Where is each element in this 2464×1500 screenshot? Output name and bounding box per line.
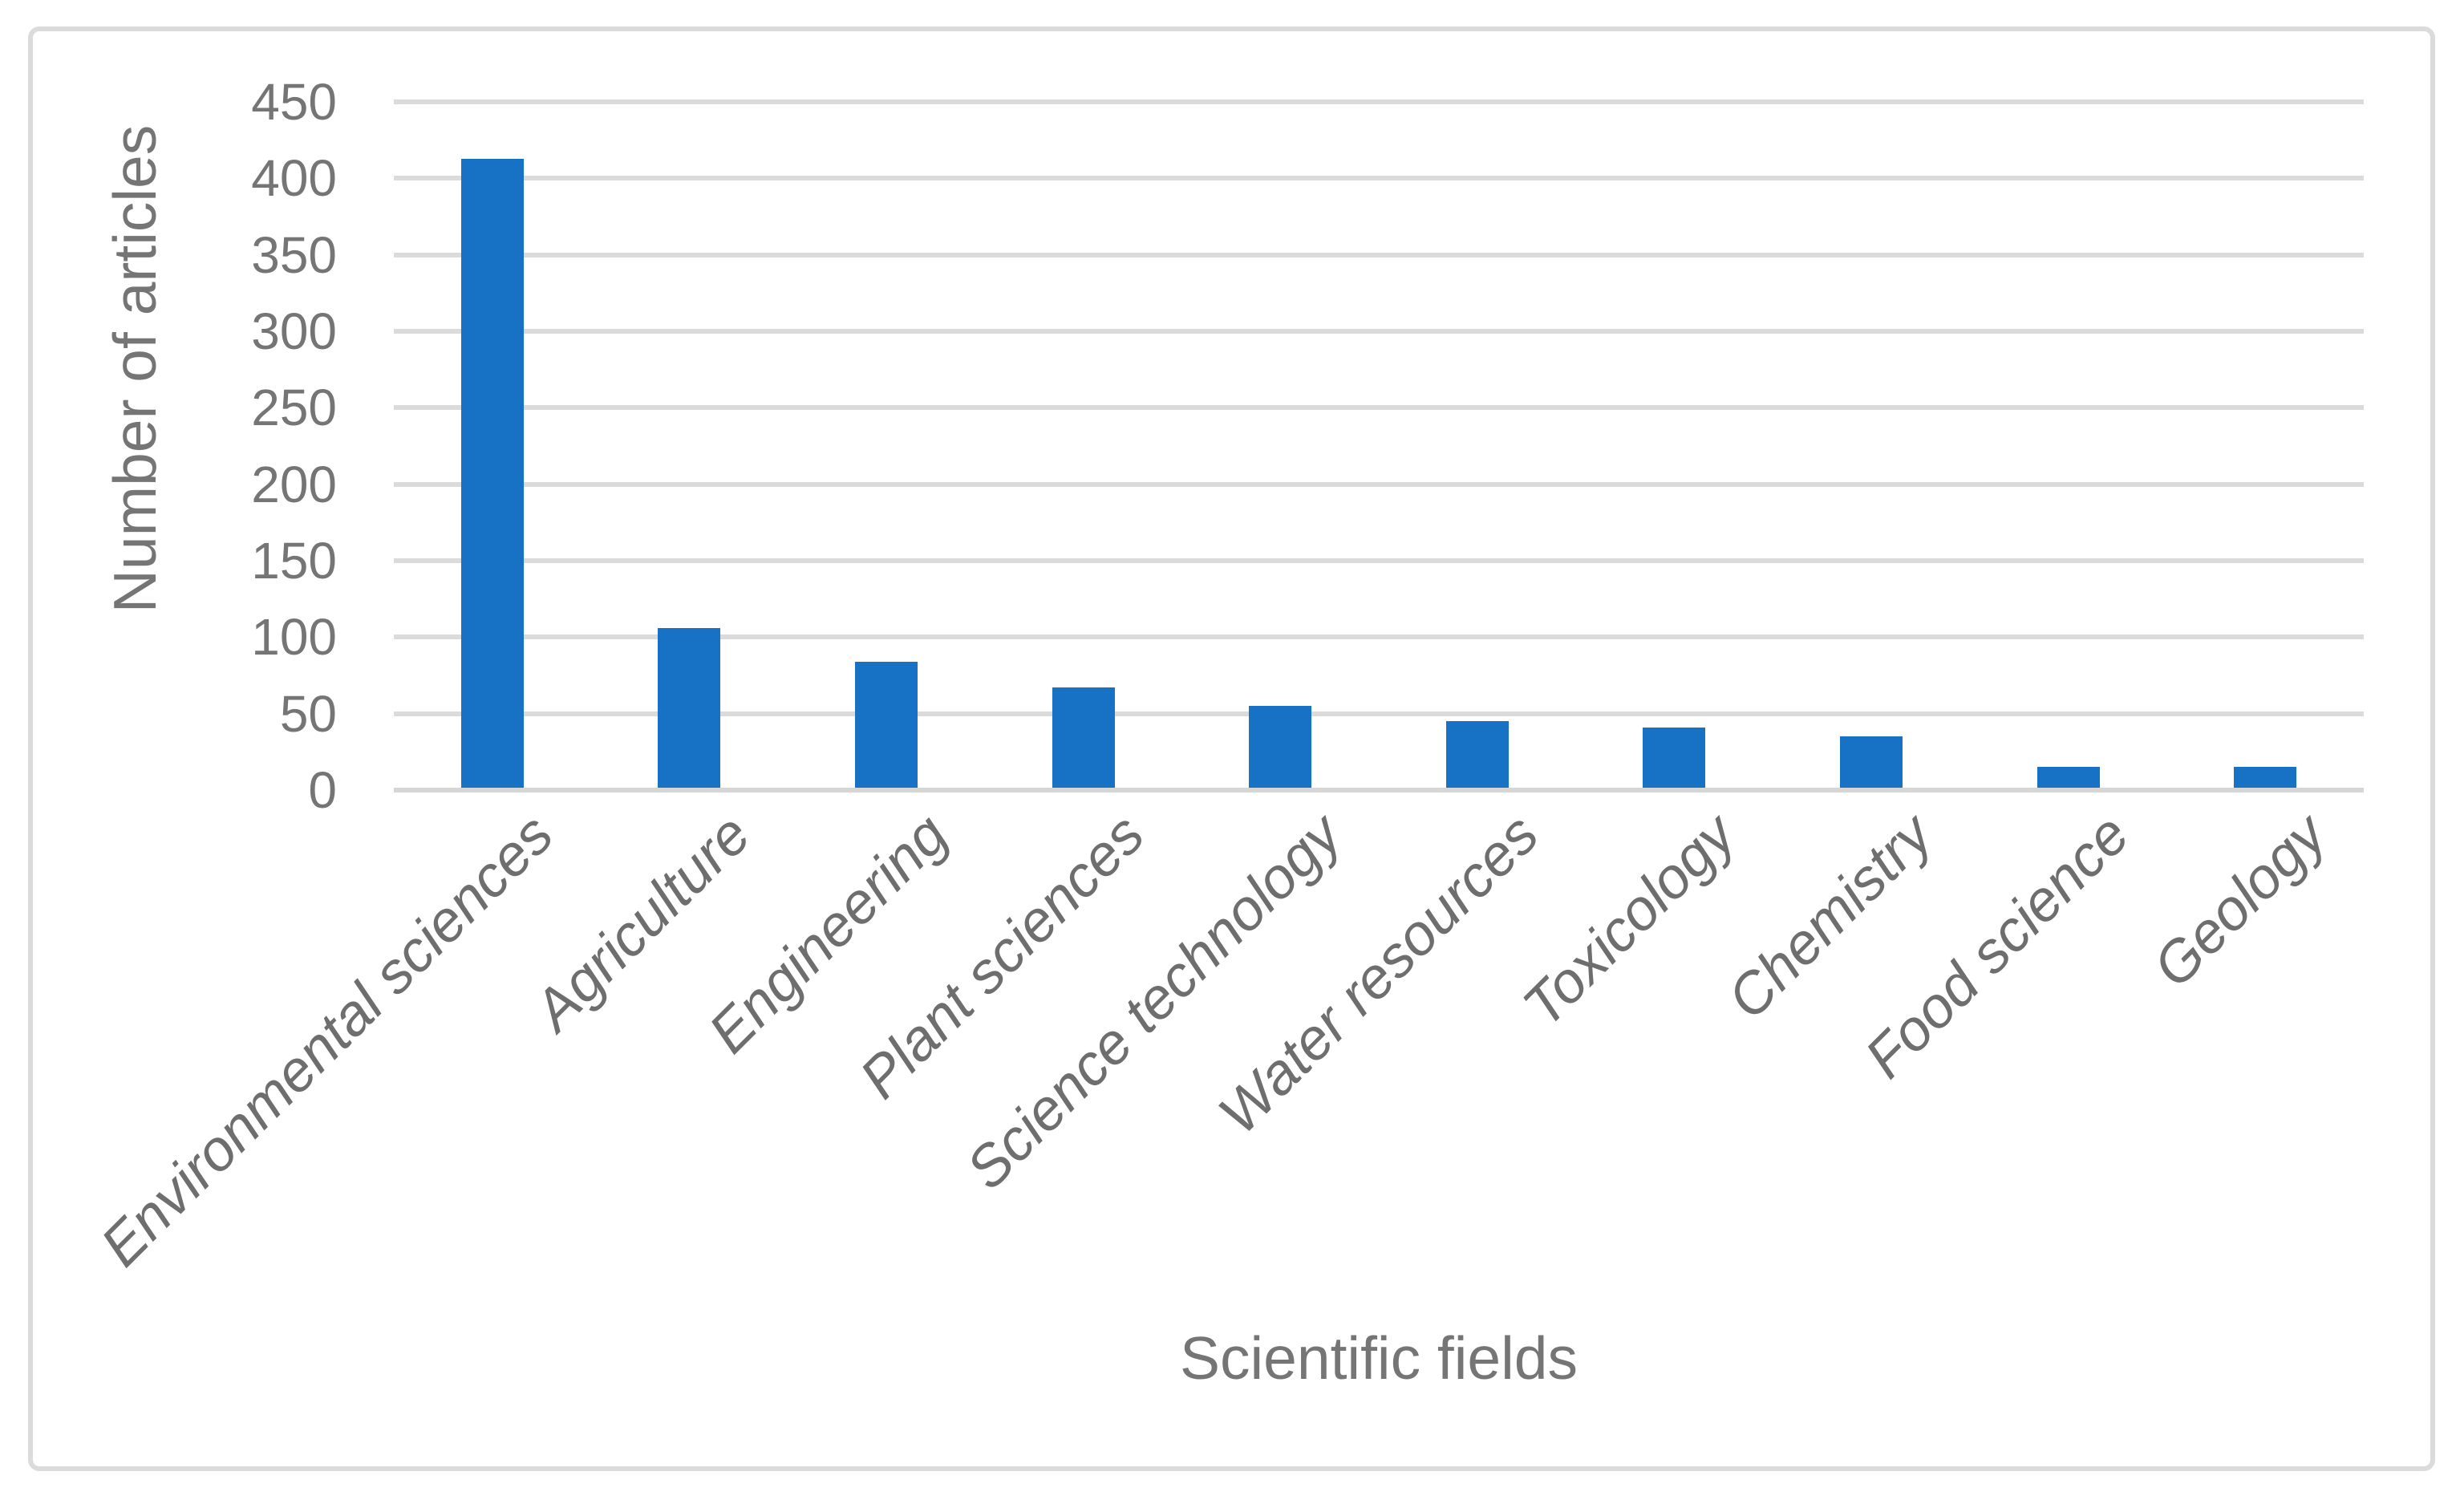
- y-tick-label-50: 50: [279, 684, 337, 743]
- gridline-400: [394, 176, 2364, 181]
- gridline-250: [394, 405, 2364, 411]
- y-tick-label-250: 250: [251, 379, 337, 437]
- y-tick-label-200: 200: [251, 455, 337, 513]
- gridline-300: [394, 329, 2364, 334]
- gridline-450: [394, 99, 2364, 104]
- bar-geology: [2234, 767, 2297, 788]
- bar-science-technology: [1249, 706, 1312, 788]
- y-tick-label-100: 100: [251, 608, 337, 667]
- bar-agriculture: [658, 627, 721, 788]
- bar-engineering: [855, 661, 918, 788]
- y-axis-title: Number of articles: [101, 124, 168, 614]
- chart-outer-border: [28, 26, 2435, 1471]
- bar-plant-sciences: [1052, 687, 1115, 788]
- y-tick-label-450: 450: [251, 73, 337, 131]
- gridline-50: [394, 711, 2364, 716]
- bar-toxicology: [1643, 727, 1706, 788]
- x-axis-line: [394, 788, 2364, 793]
- gridline-150: [394, 558, 2364, 563]
- gridline-350: [394, 252, 2364, 257]
- x-axis-title: Scientific fields: [1179, 1324, 1578, 1392]
- y-tick-label-400: 400: [251, 149, 337, 208]
- bar-chemistry: [1840, 736, 1903, 788]
- gridline-100: [394, 634, 2364, 640]
- bar-environmental-sciences: [460, 158, 524, 788]
- bar-water-resources: [1445, 721, 1509, 788]
- y-tick-label-0: 0: [308, 761, 337, 819]
- gridline-200: [394, 481, 2364, 487]
- y-tick-label-300: 300: [251, 302, 337, 360]
- y-tick-label-350: 350: [251, 225, 337, 284]
- y-tick-label-150: 150: [251, 532, 337, 590]
- bar-food-science: [2036, 767, 2100, 788]
